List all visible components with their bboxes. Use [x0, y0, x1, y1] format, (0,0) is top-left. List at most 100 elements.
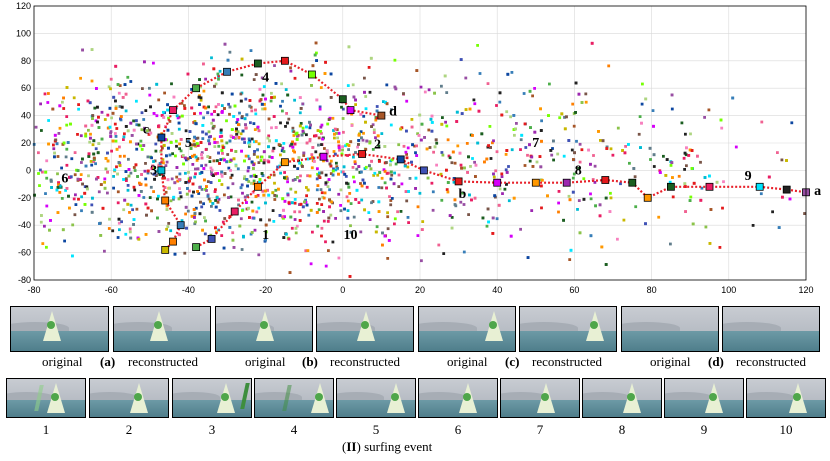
scatter-point — [281, 216, 285, 220]
scatter-point — [113, 122, 117, 126]
trajectory-marker — [207, 234, 216, 243]
scatter-point — [327, 249, 330, 252]
scatter-point — [286, 121, 289, 125]
scatter-point — [503, 187, 507, 191]
scatter-point — [310, 84, 313, 87]
scatter-point — [89, 132, 92, 136]
scatter-point — [411, 143, 414, 147]
frame-d-original — [621, 306, 719, 352]
scatter-point — [210, 205, 213, 208]
scatter-point — [515, 122, 518, 125]
scatter-point — [118, 105, 122, 108]
scatter-point — [97, 126, 101, 129]
scatter-point — [129, 203, 133, 207]
scatter-point — [432, 150, 435, 154]
scatter-point — [760, 120, 764, 124]
frame-d-reconstructed — [722, 306, 820, 352]
scatter-point — [166, 128, 170, 132]
scatter-point — [198, 212, 202, 216]
scatter-point — [198, 94, 201, 98]
scatter-point — [440, 198, 444, 202]
scatter-point — [335, 165, 339, 169]
scatter-point — [106, 191, 109, 195]
scatter-point — [283, 215, 286, 219]
scatter-point — [321, 137, 325, 141]
scatter-point — [194, 172, 197, 176]
scatter-point — [341, 170, 345, 174]
scatter-point — [264, 97, 267, 101]
scatter-point — [489, 146, 492, 149]
event-frames-row: 1 2 3 4 5 6 7 8 9 10 (II) surfing event — [0, 378, 830, 458]
scatter-point — [314, 134, 318, 138]
scatter-point — [607, 64, 611, 68]
scatter-point — [441, 116, 444, 119]
scatter-point — [557, 190, 561, 193]
scatter-point — [40, 214, 43, 217]
scatter-point — [423, 90, 427, 94]
scatter-point — [186, 140, 190, 143]
scatter-point — [538, 155, 542, 158]
scatter-point — [89, 160, 93, 163]
caption-c-reconstructed: reconstructed — [532, 354, 603, 369]
scatter-point — [634, 205, 638, 209]
scatter-point — [163, 186, 167, 189]
scatter-point — [92, 156, 96, 160]
scatter-point — [109, 131, 112, 135]
trajectory-marker — [643, 193, 652, 202]
scatter-point — [385, 186, 388, 190]
scatter-point — [759, 192, 763, 196]
frame-number-7: 7 — [536, 422, 544, 437]
trajectory-marker — [169, 237, 177, 246]
scatter-point — [253, 150, 256, 153]
scatter-point — [89, 136, 92, 140]
scatter-point — [240, 115, 244, 118]
event-frame-5 — [336, 378, 416, 418]
scatter-point — [96, 105, 99, 109]
scatter-point — [90, 123, 94, 127]
scatter-point — [306, 157, 310, 161]
scatter-point — [256, 194, 260, 197]
scatter-point — [263, 158, 266, 162]
scatter-point — [648, 146, 652, 150]
x-tick-label: 0 — [340, 285, 345, 295]
y-tick-label: 0 — [26, 165, 31, 175]
scatter-point — [267, 117, 271, 121]
y-tick-label: -20 — [18, 193, 31, 203]
scatter-point — [241, 129, 245, 133]
scatter-point — [322, 159, 325, 163]
scatter-point — [163, 91, 166, 95]
trajectory-marker — [377, 111, 386, 120]
scatter-point — [137, 237, 141, 241]
scatter-point — [700, 186, 704, 190]
trajectory-marker — [755, 182, 764, 191]
scatter-point — [100, 137, 104, 141]
scatter-point — [157, 125, 160, 128]
scatter-point — [194, 122, 198, 126]
event-frame-1 — [6, 378, 86, 418]
scatter-point — [245, 207, 249, 211]
scatter-point — [302, 151, 306, 155]
scatter-point — [165, 208, 169, 211]
scatter-point — [34, 125, 38, 129]
scatter-point — [109, 77, 113, 81]
scatter-point — [170, 177, 174, 181]
scatter-point — [329, 164, 333, 168]
scatter-point — [311, 156, 314, 159]
scatter-point — [291, 140, 294, 144]
scatter-point — [211, 118, 215, 122]
scatter-point — [464, 76, 468, 80]
scatter-point — [313, 134, 316, 138]
scatter-point — [429, 117, 433, 121]
scatter-point — [126, 75, 130, 79]
x-tick-label: 40 — [492, 285, 502, 295]
scatter-point — [274, 82, 278, 85]
scatter-point — [378, 159, 381, 163]
scatter-point — [57, 132, 61, 135]
scatter-point — [326, 220, 330, 223]
scatter-point — [205, 185, 208, 188]
scatter-point — [327, 178, 331, 181]
scatter-point — [135, 142, 138, 146]
scatter-point — [611, 153, 615, 157]
caption-d-letter: (d) — [708, 354, 724, 369]
trajectory-marker — [192, 84, 201, 93]
